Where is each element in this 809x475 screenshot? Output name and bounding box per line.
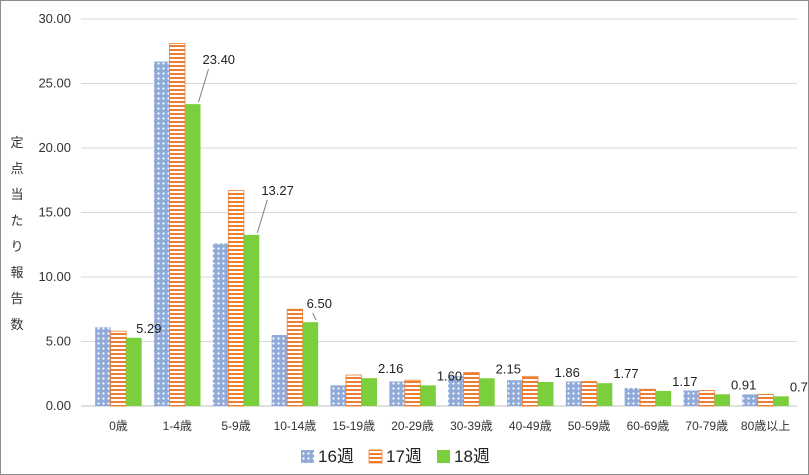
data-label: 5.29 xyxy=(136,321,161,336)
data-label: 1.77 xyxy=(613,366,638,381)
y-tick-label: 20.00 xyxy=(38,140,71,155)
bar-17週 xyxy=(757,393,774,407)
y-axis-label-char: 当 xyxy=(10,187,23,202)
bar-16週 xyxy=(330,385,346,406)
legend-label: 16週 xyxy=(318,447,354,466)
bar-18週 xyxy=(185,104,201,406)
bar-17週 xyxy=(522,375,539,407)
bar-16週 xyxy=(389,381,405,406)
bar-16週 xyxy=(212,243,229,406)
bar-16週 xyxy=(507,380,523,406)
bar-16週 xyxy=(624,387,641,406)
x-category-label: 1-4歳 xyxy=(163,419,192,433)
data-label: 0.75 xyxy=(790,379,808,394)
x-category-label: 10-14歳 xyxy=(274,419,317,433)
legend-swatch xyxy=(368,449,383,464)
legend: 16週 17週 18週 xyxy=(301,447,490,466)
data-label-leader xyxy=(198,68,209,103)
bar-17週 xyxy=(286,308,304,407)
x-category-label: 50-59歳 xyxy=(568,419,611,433)
x-axis-categories: 0歳 1-4歳 5-9歳 10-14歳 15-19歳 20-29歳 30-39歳 40-49歳… xyxy=(109,419,790,433)
data-label-leader xyxy=(256,199,268,233)
x-category-label: 30-39歳 xyxy=(450,419,493,433)
y-axis-ticks: 0.00 5.00 10.00 15.00 20.00 25.00 30.00 xyxy=(38,11,71,413)
data-label: 13.27 xyxy=(261,183,294,198)
y-tick-label: 0.00 xyxy=(46,398,71,413)
y-tick-label: 10.00 xyxy=(38,269,71,284)
data-label: 1.86 xyxy=(555,365,580,380)
y-axis-label-char: 数 xyxy=(10,317,23,332)
x-category-label: 60-69歳 xyxy=(627,419,670,433)
bar-18週 xyxy=(243,234,260,406)
bar-17週 xyxy=(404,379,421,407)
y-tick-label: 25.00 xyxy=(38,76,71,91)
x-category-label: 15-19歳 xyxy=(332,419,375,433)
y-tick-label: 5.00 xyxy=(46,334,71,349)
data-label: 23.40 xyxy=(203,52,236,67)
bar-16週 xyxy=(742,394,758,406)
bar-17週 xyxy=(580,381,598,407)
bar-17週 xyxy=(169,43,186,407)
y-axis-label-char: 報 xyxy=(10,265,23,280)
y-axis-label-char: 定 xyxy=(10,135,23,150)
data-label: 0.91 xyxy=(731,377,756,392)
legend-swatch xyxy=(301,450,314,463)
bar-17週 xyxy=(345,374,362,407)
bar-17週 xyxy=(227,190,245,407)
bar-16週 xyxy=(95,327,111,406)
legend-label: 17週 xyxy=(386,447,422,466)
y-axis-label-char: 告 xyxy=(10,291,23,306)
y-axis-label-char: た xyxy=(10,213,23,228)
bar-18週 xyxy=(714,394,730,406)
bar-17週 xyxy=(639,388,657,407)
bar-18週 xyxy=(302,322,319,406)
y-axis-label-char: り xyxy=(10,239,23,254)
data-label: 2.16 xyxy=(378,361,403,376)
bar-16週 xyxy=(448,376,464,406)
x-category-label: 70-79歳 xyxy=(685,419,728,433)
bar-18週 xyxy=(126,337,142,406)
data-labels: 5.29 23.40 13.27 6.50 2.16 1.60 2.15 1.86 1.77 1.… xyxy=(136,52,808,394)
x-category-label: 80歳以上 xyxy=(741,419,790,433)
bar-16週 xyxy=(683,390,699,406)
bars xyxy=(95,43,789,407)
y-tick-label: 15.00 xyxy=(38,205,71,220)
bar-18週 xyxy=(538,382,554,406)
data-label: 1.60 xyxy=(437,368,462,383)
label-leaders xyxy=(198,68,317,321)
data-label: 1.17 xyxy=(672,374,697,389)
bar-18週 xyxy=(420,385,436,406)
x-category-label: 5-9歳 xyxy=(221,419,250,433)
bar-18週 xyxy=(479,378,495,406)
x-category-label: 20-29歳 xyxy=(391,419,434,433)
bar-17週 xyxy=(463,372,480,407)
x-category-label: 40-49歳 xyxy=(509,419,552,433)
legend-label: 18週 xyxy=(454,447,490,466)
bar-17週 xyxy=(110,330,127,407)
bar-18週 xyxy=(361,378,377,406)
bar-18週 xyxy=(596,383,613,406)
bar-18週 xyxy=(773,396,789,406)
data-label: 6.50 xyxy=(307,296,332,311)
bar-17週 xyxy=(698,390,715,407)
data-label-leader xyxy=(312,312,317,321)
bar-18週 xyxy=(655,390,672,406)
y-axis-label-char: 点 xyxy=(10,161,23,176)
x-category-label: 0歳 xyxy=(109,419,128,433)
bar-16週 xyxy=(154,61,170,406)
data-label: 2.15 xyxy=(496,361,521,376)
bar-16週 xyxy=(565,381,582,406)
legend-swatch xyxy=(437,450,450,463)
bar-16週 xyxy=(271,335,288,406)
y-tick-label: 30.00 xyxy=(38,11,71,26)
